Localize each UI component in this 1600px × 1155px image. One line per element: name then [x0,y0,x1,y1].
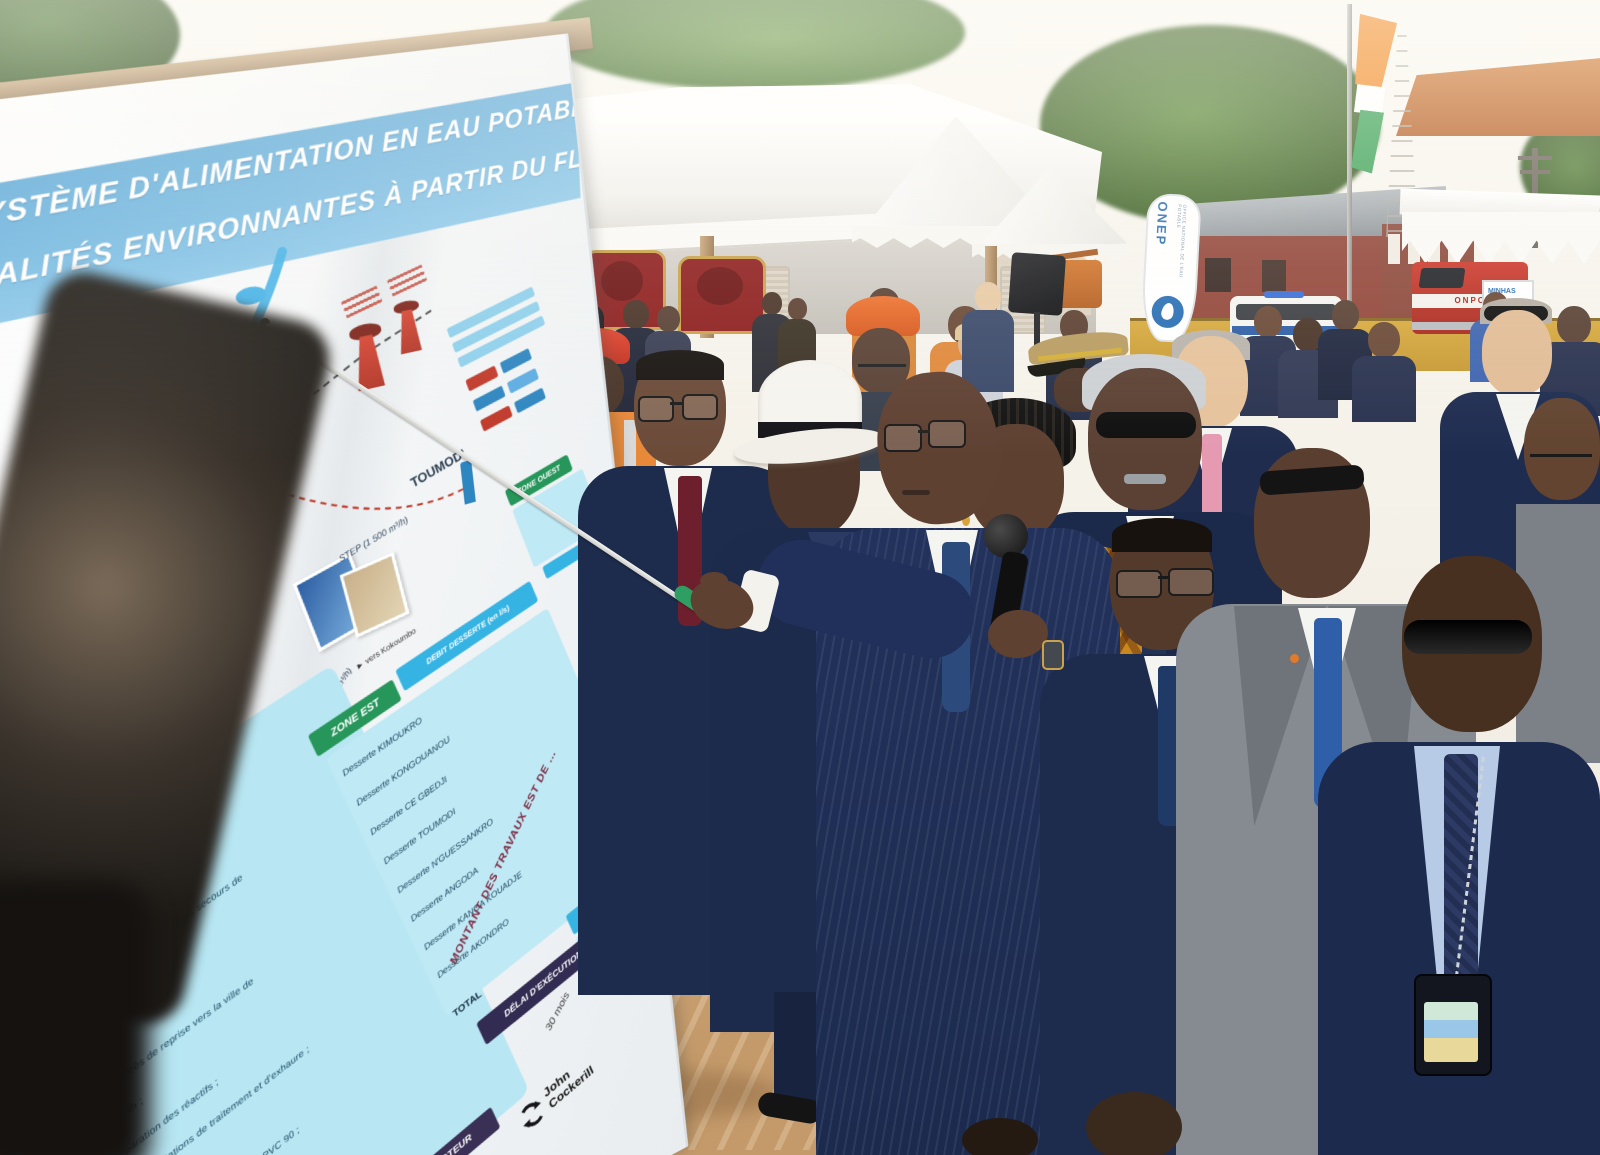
thumb [700,572,728,589]
orange-lapel-pin [1290,654,1299,663]
john-cockerill-name: John Cockerill [541,1051,595,1112]
legend-chip-blue [506,367,540,394]
fire-truck-windshield [1418,268,1466,288]
id-badge [1414,974,1492,1076]
tree-canopy-center [545,0,965,90]
onep-logo-icon [1150,295,1185,329]
power-pole-crossarm [1520,170,1550,174]
onep-banner-fullname: OFFICE NATIONAL DE L'EAU POTABLE [1176,204,1188,278]
glasses-bridge [918,430,930,433]
glasses-bridge [1158,576,1170,579]
security-agent [1318,556,1600,1155]
flag-stripe-orange [1351,14,1398,94]
legend-chip-red [465,365,499,392]
chair-back-oval [697,267,743,305]
building-window [1262,260,1286,292]
ear [986,444,1004,472]
power-pole-crossarm [1518,156,1552,160]
delai-value: 30 mois [543,990,572,1033]
eyeglasses [1530,438,1592,457]
wraparound-sunglasses [1404,620,1532,654]
foreground-head-partial [1086,1092,1182,1155]
legend-chip-blue [513,387,546,414]
face [1482,310,1552,396]
building-window [1205,258,1231,292]
water-drop-icon [1159,301,1176,322]
eyeglasses [1116,570,1162,598]
onep-banner-acronym: ONEP [1153,201,1171,247]
foreground-head-partial [962,1118,1038,1155]
eyeglasses [884,424,922,452]
legend-chip-red [479,405,513,432]
legend-chip-blue [472,385,506,412]
mouth [902,490,930,495]
flag-stripe-green [1351,109,1384,174]
chair-back-oval [601,261,643,301]
pa-speaker [1007,252,1067,316]
legend-chip-blue [499,348,533,374]
glasses-bridge [670,402,684,405]
orange-roof-building [1396,58,1600,136]
eyeglasses [928,420,966,448]
van-light-bar [1264,291,1304,298]
crowd-member [1352,322,1416,422]
wristwatch [1042,640,1064,670]
patterned-tie [1444,754,1478,1006]
flag-stripe-white [1353,84,1386,116]
foreground-dark-blur [0,880,150,1155]
id-card [1424,1002,1478,1062]
john-cockerill-logo-icon [515,1092,550,1136]
eyeglasses [638,396,674,422]
